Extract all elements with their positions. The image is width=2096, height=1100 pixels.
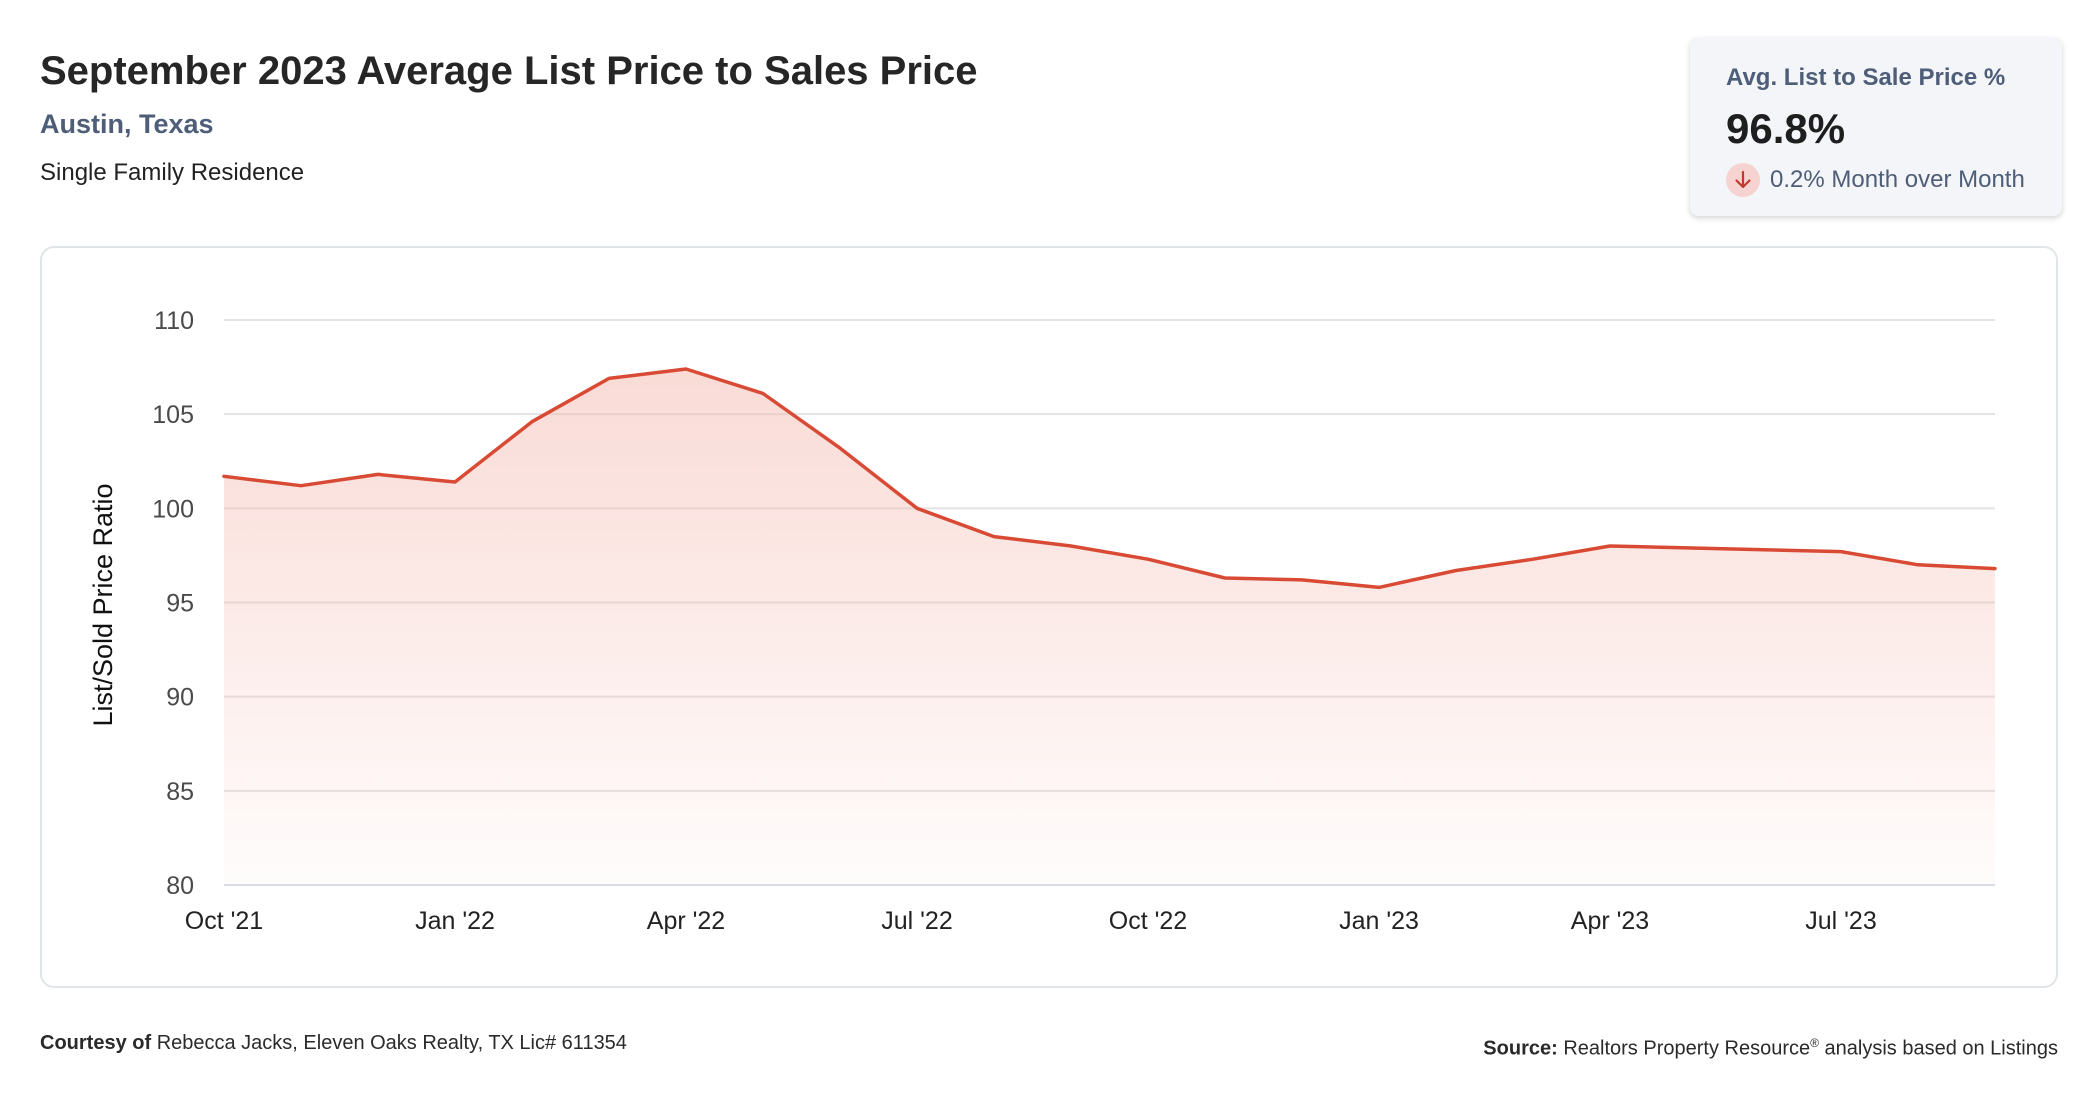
x-tick-label: Apr '22 — [647, 907, 725, 935]
series-line-path — [222, 367, 1997, 590]
registered-mark: ® — [1810, 1036, 1819, 1050]
stat-change-text: 0.2% Month over Month — [1770, 166, 2025, 193]
x-tick-label: Jan '22 — [415, 907, 495, 935]
y-tick-label: 105 — [152, 401, 194, 429]
stat-value: 96.8% — [1726, 105, 1846, 152]
location-subtitle: Austin, Texas — [40, 109, 214, 139]
area-fill — [224, 369, 1995, 885]
y-tick-label: 85 — [166, 778, 194, 806]
source-text: analysis based on Listings — [1824, 1037, 2058, 1060]
arrow-down-icon — [1726, 163, 1760, 197]
x-tick-label: Jul '23 — [1805, 907, 1876, 935]
x-tick-label: Apr '23 — [1571, 907, 1649, 935]
y-tick-label: 90 — [166, 684, 194, 712]
y-tick-label: 100 — [152, 495, 194, 523]
courtesy-text: Rebecca Jacks, Eleven Oaks Realty, TX Li… — [156, 1032, 627, 1054]
courtesy-label: Courtesy of — [40, 1032, 152, 1054]
source-note: Source: Realtors Property Resource® anal… — [1483, 1030, 2058, 1062]
price-ratio-chart: 80 85 90 95 100 105 110 Oct '21 Jan '22 Apr '22 J… — [88, 307, 1997, 935]
x-tick-label: Oct '21 — [185, 907, 263, 935]
series-area — [224, 369, 1995, 885]
x-tick-label: Oct '22 — [1109, 907, 1187, 935]
source-label: Source: — [1483, 1037, 1558, 1060]
stat-label: Avg. List to Sale Price % — [1726, 64, 2006, 91]
chart-container: 80 85 90 95 100 105 110 Oct '21 Jan '22 Apr '22 J… — [40, 246, 2058, 988]
series-line — [222, 367, 1997, 590]
y-tick-label: 80 — [166, 872, 194, 900]
x-axis-ticks: Oct '21 Jan '22 Apr '22 Jul '22 Oct '22 Jan '… — [185, 907, 1877, 935]
page-title: September 2023 Average List Price to Sal… — [40, 49, 978, 93]
stat-change: 0.2% Month over Month — [1726, 162, 2026, 198]
property-type-label: Single Family Residence — [40, 159, 305, 186]
y-axis-label: List/Sold Price Ratio — [88, 483, 118, 726]
y-axis-ticks: 80 85 90 95 100 105 110 — [152, 307, 194, 900]
courtesy-note: Courtesy of Rebecca Jacks, Eleven Oaks R… — [40, 1030, 627, 1056]
y-tick-label: 95 — [166, 590, 194, 618]
x-tick-label: Jan '23 — [1339, 907, 1419, 935]
x-tick-label: Jul '22 — [881, 907, 952, 935]
stat-card: Avg. List to Sale Price % 96.8% 0.2% Mon… — [1690, 38, 2062, 216]
source-name: Realtors Property Resource — [1563, 1037, 1811, 1060]
y-tick-label: 110 — [154, 307, 194, 335]
report-header: September 2023 Average List Price to Sal… — [40, 42, 1540, 190]
